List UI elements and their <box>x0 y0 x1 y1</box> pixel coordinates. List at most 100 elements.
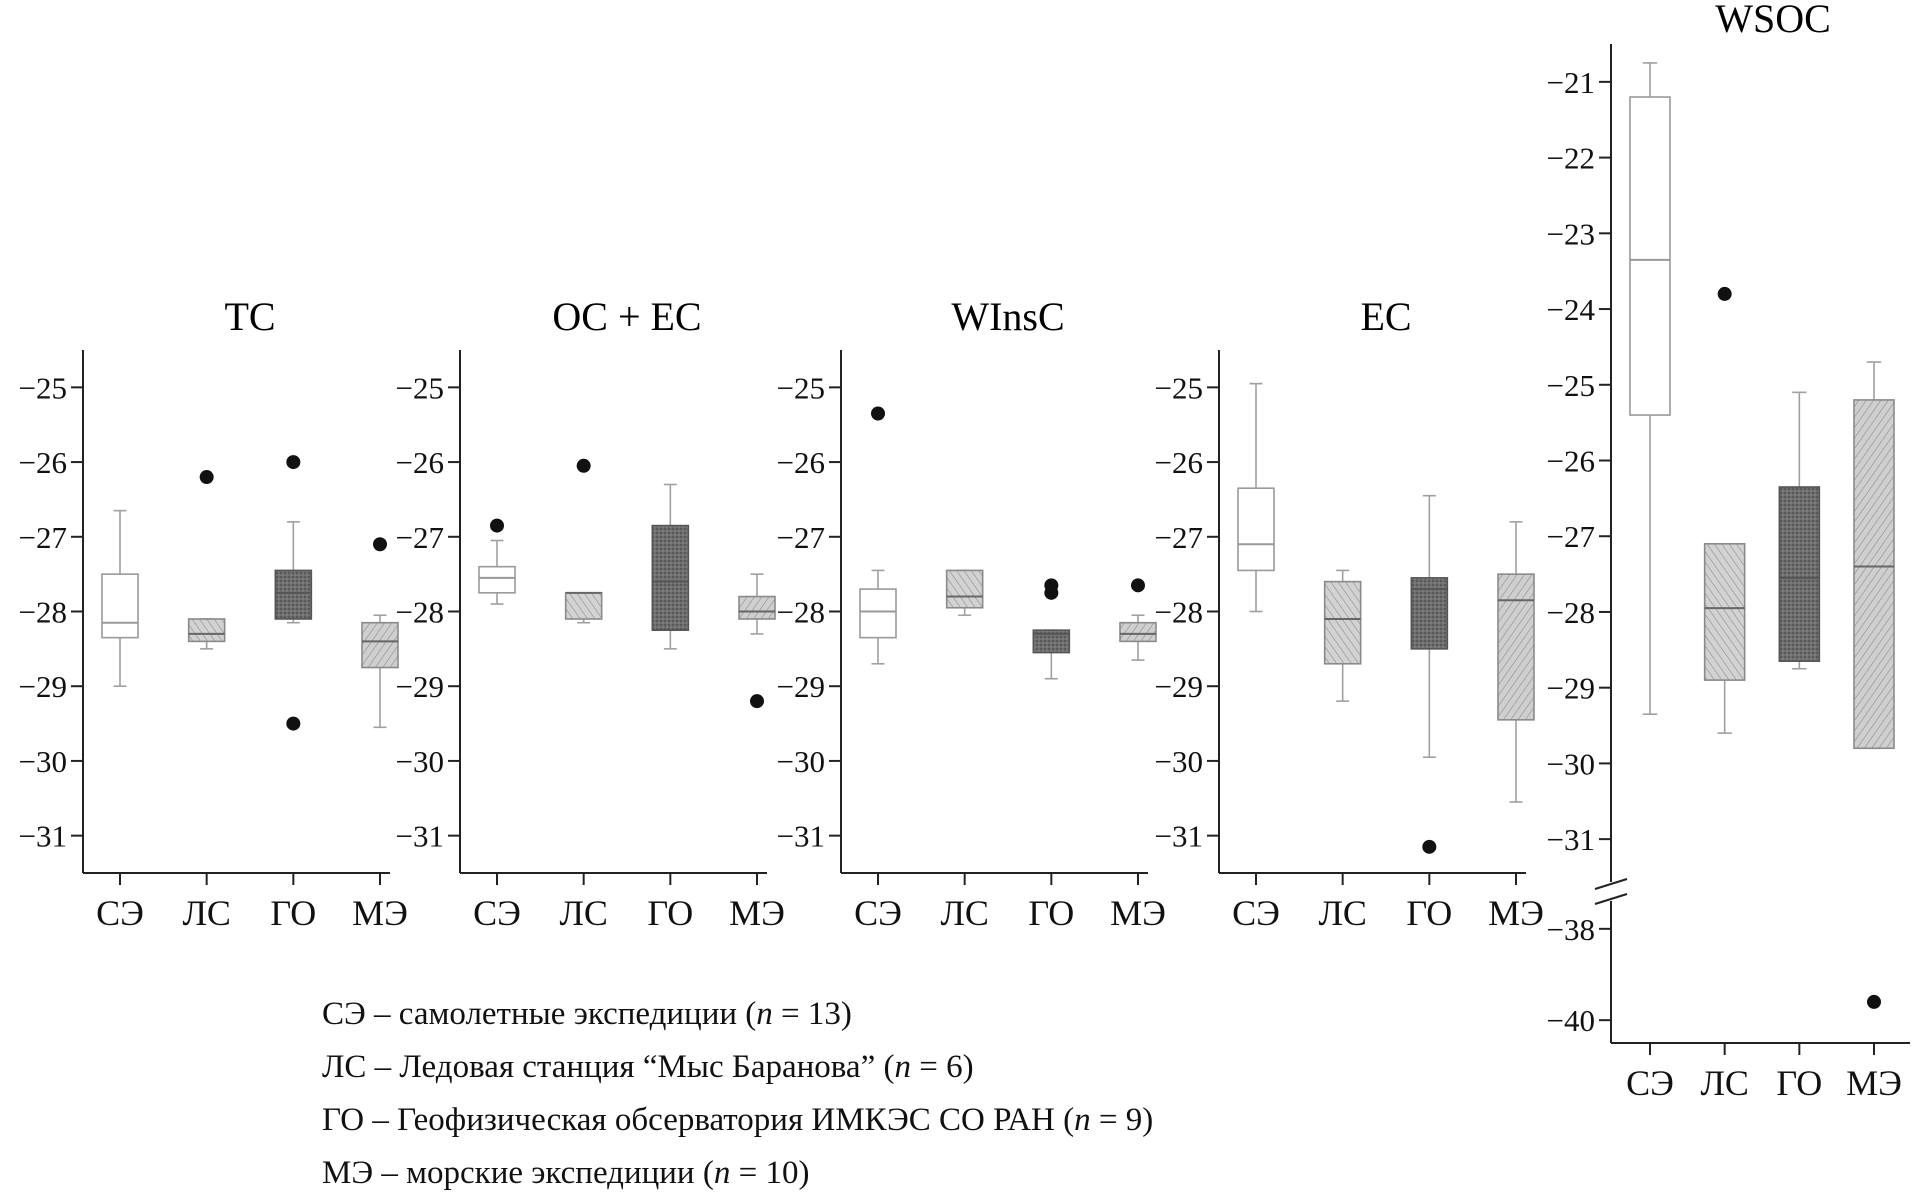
x-tick-label: СЭ <box>1626 1063 1674 1103</box>
y-tick-label: −24 <box>1547 292 1596 327</box>
box <box>1497 573 1535 721</box>
y-tick-label: −40 <box>1547 1003 1595 1038</box>
y-tick-label: −30 <box>19 744 67 779</box>
box <box>1853 399 1895 750</box>
panel-title: EC <box>1360 294 1411 339</box>
y-tick-label: −31 <box>19 819 67 854</box>
y-tick-label: −23 <box>1547 216 1595 251</box>
panel-oc-ec: OC + EC −25 −26 −27 −28 −29 −30 −31 СЭ ЛС ГО МЭ <box>396 294 785 933</box>
y-tick-label: −29 <box>19 669 67 704</box>
y-tick-label: −29 <box>1155 669 1203 704</box>
y-tick-label: −29 <box>396 669 444 704</box>
legend-item-me: МЭ – морские экспедиции (n = 10) <box>322 1155 809 1191</box>
y-tick-label: −28 <box>396 595 444 630</box>
panel-ec: EC −25 −26 −27 −28 −29 −30 −31 СЭ ЛС ГО МЭ <box>1155 294 1544 933</box>
x-tick-label: ЛС <box>559 893 607 933</box>
y-tick-label: −26 <box>1547 444 1595 479</box>
box <box>651 524 690 631</box>
x-tick-label: СЭ <box>1232 893 1280 933</box>
y-tick-label: −30 <box>396 744 444 779</box>
y-tick-label: −26 <box>396 445 444 480</box>
outlier-point <box>1867 994 1881 1009</box>
x-tick-label: ГО <box>1776 1063 1822 1103</box>
box <box>101 573 139 639</box>
outlier-point <box>373 537 387 552</box>
box <box>478 565 516 594</box>
y-tick-label: −21 <box>1547 65 1595 100</box>
legend-item-se: СЭ – самолетные экспедиции (n = 13) <box>322 996 852 1032</box>
legend: СЭ – самолетные экспедиции (n = 13) ЛС –… <box>322 996 1153 1191</box>
box <box>361 621 399 669</box>
box <box>187 618 226 643</box>
y-tick-label: −28 <box>777 595 825 630</box>
outlier-point <box>1422 839 1437 854</box>
x-tick-label: ЛС <box>1700 1063 1748 1103</box>
y-tick-label: −38 <box>1547 912 1595 947</box>
panel-wsoc: WSOC −21 −22 −23 −24 −25 −26 −27 −28 −29 −30 −31 −38… <box>1547 0 1910 1103</box>
box <box>1323 580 1362 665</box>
outlier-point <box>1717 286 1732 301</box>
x-tick-label: ГО <box>647 893 693 933</box>
panel-tc: TC −25 −26 −27 −28 −29 −30 −31 СЭ ЛС ГО МЭ <box>19 294 408 933</box>
x-tick-label: ГО <box>270 893 316 933</box>
outlier-point <box>1044 585 1059 600</box>
outlier-point <box>750 694 764 709</box>
x-tick-label: СЭ <box>96 893 144 933</box>
y-tick-label: −31 <box>777 819 825 854</box>
x-tick-label: ГО <box>1028 893 1074 933</box>
y-tick-label: −27 <box>19 520 67 555</box>
y-tick-label: −31 <box>396 819 444 854</box>
y-tick-label: −26 <box>19 445 67 480</box>
box <box>1237 487 1275 572</box>
box <box>945 569 984 609</box>
y-tick-label: −25 <box>1155 370 1203 405</box>
x-tick-label: ЛС <box>182 893 230 933</box>
outlier-point <box>286 716 301 731</box>
y-tick-label: −29 <box>1547 671 1595 706</box>
y-tick-label: −26 <box>777 445 825 480</box>
y-tick-label: −27 <box>1155 520 1203 555</box>
x-tick-label: ЛС <box>1318 893 1366 933</box>
outlier-point <box>490 518 504 533</box>
panel-title: WInsC <box>951 294 1064 339</box>
y-tick-label: −30 <box>777 744 825 779</box>
y-tick-label: −22 <box>1547 141 1595 176</box>
legend-item-go: ГО – Геофизическая обсерватория ИМКЭС СО… <box>322 1102 1153 1138</box>
box <box>1703 542 1746 681</box>
y-tick-label: −28 <box>1155 595 1203 630</box>
y-tick-label: −27 <box>777 520 825 555</box>
box <box>1119 621 1157 643</box>
outlier-point <box>871 406 885 421</box>
box <box>274 569 313 620</box>
x-tick-label: МЭ <box>729 893 785 933</box>
box <box>564 592 603 620</box>
outlier-point <box>1131 578 1145 593</box>
y-tick-label: −25 <box>396 370 444 405</box>
x-tick-label: МЭ <box>1488 893 1544 933</box>
y-tick-label: −30 <box>1547 746 1595 781</box>
x-tick-label: СЭ <box>854 893 902 933</box>
x-tick-label: МЭ <box>1846 1063 1902 1103</box>
box <box>1032 629 1071 654</box>
y-tick-label: −25 <box>1547 368 1595 403</box>
panel-title: TC <box>224 294 275 339</box>
panel-winsc: WInsC −25 −26 −27 −28 −29 −30 −31 СЭ ЛС ГО МЭ <box>777 294 1166 933</box>
y-tick-label: −28 <box>1547 595 1595 630</box>
outlier-point <box>199 470 214 485</box>
box <box>738 595 776 620</box>
y-tick-label: −31 <box>1155 819 1203 854</box>
panel-title: OC + EC <box>552 294 701 339</box>
y-tick-label: −25 <box>19 370 67 405</box>
axis-break-mark <box>1594 893 1628 905</box>
y-tick-label: −26 <box>1155 445 1203 480</box>
panel-title: WSOC <box>1715 0 1831 41</box>
y-tick-label: −30 <box>1155 744 1203 779</box>
y-tick-label: −27 <box>396 520 444 555</box>
legend-item-ls: ЛС – Ледовая станция “Мыс Баранова” (n =… <box>322 1049 974 1085</box>
y-tick-label: −29 <box>777 669 825 704</box>
x-tick-label: МЭ <box>1110 893 1166 933</box>
x-tick-label: СЭ <box>473 893 521 933</box>
box <box>1778 486 1821 662</box>
